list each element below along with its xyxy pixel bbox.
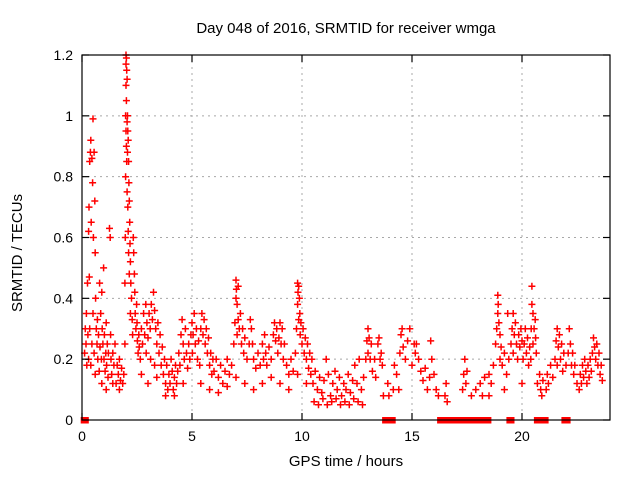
y-tick-label: 0: [65, 412, 73, 428]
y-axis-label: SRMTID / TECUs: [9, 194, 26, 312]
grid-lines: [82, 55, 610, 420]
x-tick-label: 20: [514, 428, 530, 444]
x-axis-label: GPS time / hours: [289, 453, 403, 470]
tick-labels: 0 5 10 15 20 0 0.2 0.4 0.6 0.8 1 1.2: [54, 47, 530, 444]
y-tick-label: 0.2: [54, 351, 74, 367]
x-tick-label: 0: [78, 428, 86, 444]
x-tick-label: 15: [404, 428, 420, 444]
y-tick-label: 0.4: [54, 290, 74, 306]
x-tick-label: 5: [188, 428, 196, 444]
y-tick-label: 0.8: [54, 169, 74, 185]
y-tick-label: 0.6: [54, 230, 74, 246]
chart-title: Day 048 of 2016, SRMTID for receiver wmg…: [196, 20, 496, 37]
axes: [81, 54, 611, 421]
y-tick-label: 1.2: [54, 47, 74, 63]
y-tick-label: 1: [65, 108, 73, 124]
x-tick-label: 10: [294, 428, 310, 444]
